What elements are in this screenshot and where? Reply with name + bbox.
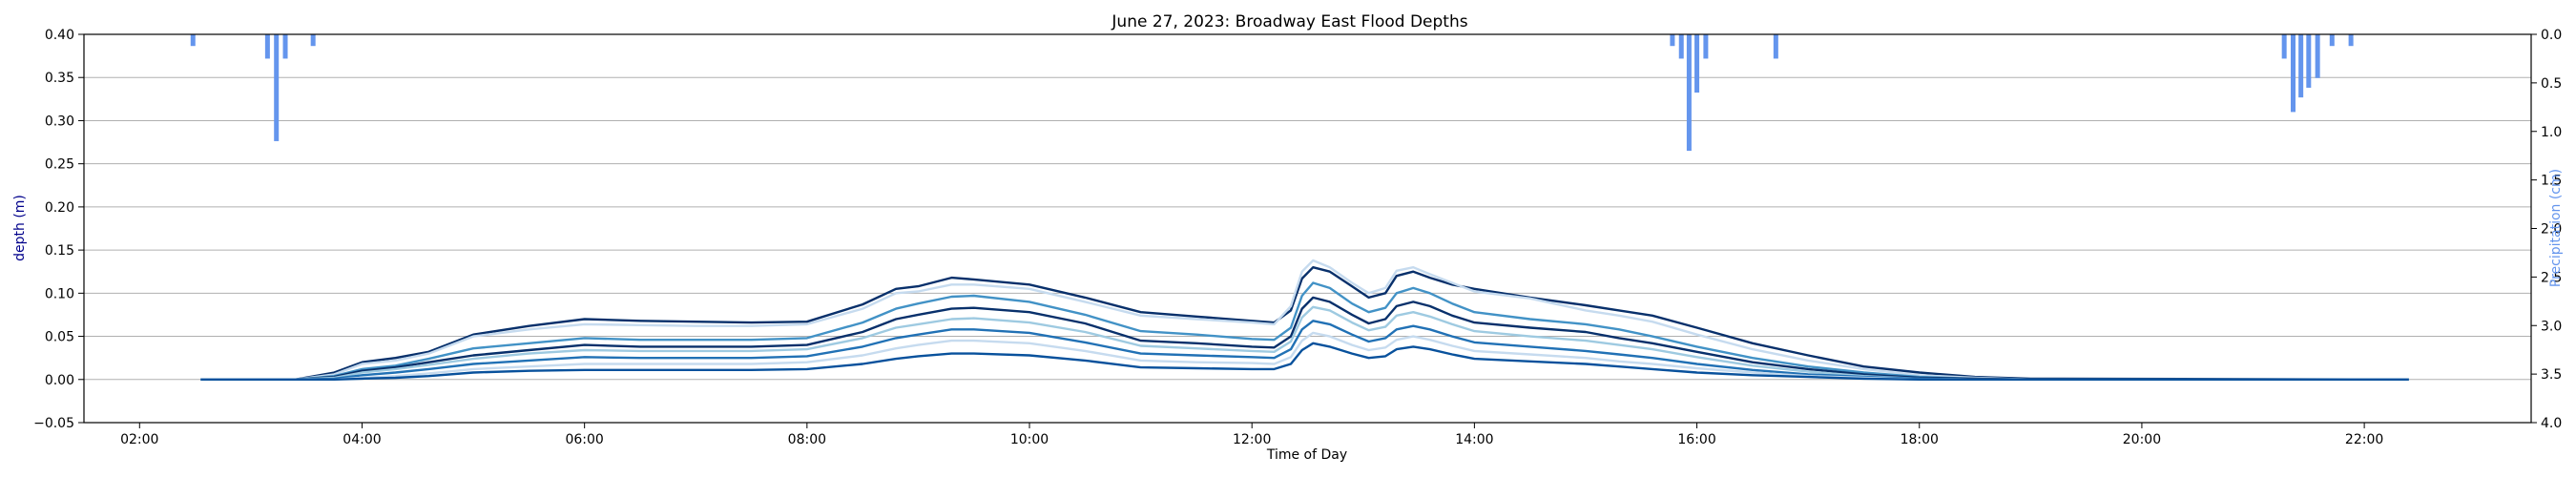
x-tick-label: 10:00 bbox=[1010, 432, 1049, 447]
precip-bar bbox=[1773, 34, 1778, 59]
x-axis: 02:00 04:00 06:00 08:00 10:00 12:00 14:00 16:00… bbox=[120, 423, 2383, 447]
x-tick-label: 14:00 bbox=[1455, 432, 1493, 447]
depth-series-line-2 bbox=[200, 259, 2409, 381]
precip-bar bbox=[1703, 34, 1709, 59]
x-tick-label: 20:00 bbox=[2123, 432, 2161, 447]
depth-series-line-6 bbox=[200, 320, 2409, 381]
plot-frame bbox=[83, 33, 2532, 424]
y-axis-right: 0.0 0.5 1.0 1.5 2.0 2.5 3.0 3.5 4.0 bbox=[2531, 28, 2562, 431]
x-axis-title: Time of Day bbox=[1266, 447, 1347, 463]
precip-bar bbox=[190, 34, 196, 47]
x-tick-label: 04:00 bbox=[343, 432, 381, 447]
x-tick-label: 18:00 bbox=[1901, 432, 1939, 447]
y2-tick-label: 1.0 bbox=[2541, 125, 2562, 140]
precip-bar bbox=[264, 34, 270, 59]
depth-series-line-5 bbox=[200, 305, 2409, 381]
precip-bar bbox=[2315, 34, 2320, 78]
precip-bar bbox=[1670, 34, 1675, 47]
y-tick-label: 0.05 bbox=[45, 330, 74, 345]
y2-axis-title: Precipitation (cm) bbox=[2548, 169, 2564, 287]
y-axis-title: depth (m) bbox=[12, 195, 28, 261]
y2-tick-label: 2.0 bbox=[2541, 222, 2562, 238]
y2-tick-label: 0.0 bbox=[2541, 28, 2562, 43]
depth-series bbox=[200, 259, 2409, 381]
precip-bar bbox=[2281, 34, 2287, 59]
y-tick-label: 0.15 bbox=[45, 243, 74, 259]
y-tick-label: 0.35 bbox=[45, 71, 74, 86]
precip-bar bbox=[1694, 34, 1700, 93]
y2-tick-label: 3.0 bbox=[2541, 319, 2562, 334]
y-tick-label: 0.40 bbox=[45, 28, 74, 43]
y-tick-label: 0.30 bbox=[45, 114, 74, 129]
depth-series-line-7 bbox=[200, 331, 2409, 381]
y-tick-label: −0.05 bbox=[33, 416, 74, 431]
x-tick-label: 16:00 bbox=[1677, 432, 1715, 447]
x-tick-label: 22:00 bbox=[2345, 432, 2383, 447]
precip-bar bbox=[2306, 34, 2312, 88]
y2-tick-label: 0.5 bbox=[2541, 76, 2562, 92]
precip-bar bbox=[1678, 34, 1684, 59]
y-tick-label: 0.00 bbox=[45, 373, 74, 388]
precip-bar bbox=[274, 34, 280, 141]
y-tick-label: 0.25 bbox=[45, 157, 74, 173]
precip-bar bbox=[1686, 34, 1692, 152]
depth-series-line-8 bbox=[200, 342, 2409, 381]
precip-bar bbox=[2298, 34, 2304, 98]
precip-bar bbox=[310, 34, 316, 47]
y2-tick-label: 4.0 bbox=[2541, 416, 2562, 431]
precip-bar bbox=[282, 34, 288, 59]
grid-lines bbox=[84, 33, 2531, 424]
x-tick-label: 12:00 bbox=[1233, 432, 1271, 447]
precipitation-bars bbox=[190, 34, 2354, 152]
depth-series-line-1 bbox=[200, 266, 2409, 381]
chart-title: June 27, 2023: Broadway East Flood Depth… bbox=[1111, 12, 1467, 31]
y-axis-left: −0.05 0.00 0.05 0.10 0.15 0.20 0.25 0.30 0.35 0.4… bbox=[33, 28, 84, 431]
y2-tick-label: 3.5 bbox=[2541, 367, 2562, 383]
x-tick-label: 08:00 bbox=[788, 432, 826, 447]
y2-tick-label: 1.5 bbox=[2541, 174, 2562, 189]
depth-series-line-4 bbox=[200, 296, 2409, 381]
y-tick-label: 0.20 bbox=[45, 200, 74, 216]
precip-bar bbox=[2329, 34, 2335, 47]
precip-bar bbox=[2348, 34, 2354, 47]
x-tick-label: 02:00 bbox=[120, 432, 158, 447]
y2-tick-label: 2.5 bbox=[2541, 270, 2562, 285]
precip-bar bbox=[2290, 34, 2296, 113]
depth-series-line-3 bbox=[200, 281, 2409, 381]
y-tick-label: 0.10 bbox=[45, 286, 74, 301]
x-tick-label: 06:00 bbox=[565, 432, 603, 447]
